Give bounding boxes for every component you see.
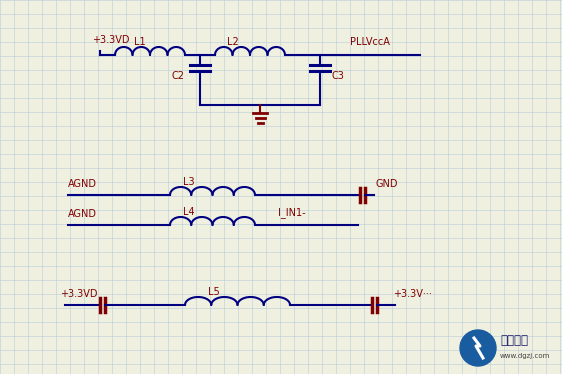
Text: L1: L1 — [134, 37, 146, 47]
Circle shape — [460, 330, 496, 366]
Text: L3: L3 — [183, 177, 194, 187]
Text: I_IN1-: I_IN1- — [278, 207, 306, 218]
Text: C2: C2 — [172, 71, 185, 81]
Text: www.dgzj.com: www.dgzj.com — [500, 353, 550, 359]
Text: +3.3VD: +3.3VD — [60, 289, 97, 299]
Text: GND: GND — [375, 179, 397, 189]
Text: PLLVccA: PLLVccA — [350, 37, 390, 47]
Text: +3.3VD: +3.3VD — [92, 35, 129, 45]
Text: AGND: AGND — [68, 209, 97, 219]
Text: AGND: AGND — [68, 179, 97, 189]
Text: L2: L2 — [227, 37, 239, 47]
Text: 电工之家: 电工之家 — [500, 334, 528, 347]
Text: L5: L5 — [208, 287, 220, 297]
Text: L4: L4 — [183, 207, 194, 217]
Text: +3.3V···: +3.3V··· — [393, 289, 432, 299]
Text: C3: C3 — [332, 71, 345, 81]
